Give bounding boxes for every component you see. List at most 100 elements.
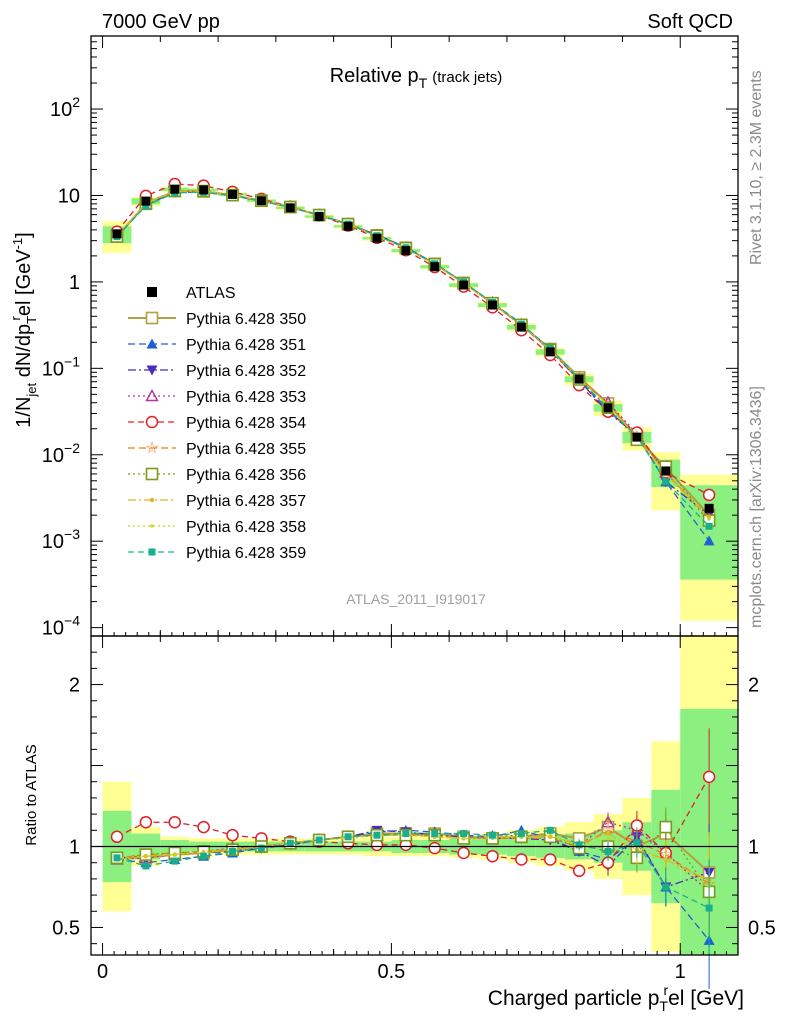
legend-label: Pythia 6.428 356 <box>186 467 306 484</box>
series-marker-ratio <box>139 815 153 829</box>
series-marker-ratio <box>633 839 641 847</box>
series-marker-ratio <box>457 846 470 860</box>
series-marker-ratio <box>575 841 583 849</box>
series-marker-top <box>705 522 713 530</box>
legend-item: Pythia 6.428 351 <box>128 337 306 354</box>
data-point <box>401 246 411 256</box>
x-tick-label: 0.5 <box>377 961 405 983</box>
y-tick-label-top: 102 <box>50 94 80 121</box>
y-tick-label-top: 10−1 <box>42 353 80 380</box>
legend-label: Pythia 6.428 357 <box>186 493 306 510</box>
series-marker-ratio <box>315 836 323 844</box>
series-marker-top <box>703 535 715 546</box>
series-marker-ratio <box>662 883 670 891</box>
series-marker-ratio <box>659 820 673 834</box>
legend-label: Pythia 6.428 351 <box>186 337 306 354</box>
data-point <box>256 196 266 206</box>
y-tick-label-top: 1 <box>69 272 80 294</box>
series-marker-ratio <box>113 854 121 862</box>
legend-item: Pythia 6.428 356 <box>128 467 306 484</box>
legend-marker <box>146 338 158 349</box>
legend-marker <box>148 548 156 556</box>
legend-item: Pythia 6.428 353 <box>128 389 306 406</box>
legend-label: Pythia 6.428 352 <box>186 363 306 380</box>
series-marker-ratio <box>373 831 381 839</box>
series-marker-ratio <box>460 830 468 838</box>
axis-ticks: 0 0.5 1 10−4 10−3 10−2 10−1 1 10 102 0.5 0.5 1 1 2 2 <box>42 35 776 983</box>
series-marker-ratio <box>344 833 352 841</box>
data-point <box>487 300 497 310</box>
data-point <box>228 189 238 199</box>
legend-marker <box>145 311 159 325</box>
legend-marker <box>145 389 159 402</box>
legend-marker <box>146 365 158 376</box>
legend-label: Pythia 6.428 354 <box>186 415 306 432</box>
x-axis-label: Charged particle pTrel [GeV] <box>488 982 744 1014</box>
legend-item: Pythia 6.428 350 <box>128 311 306 328</box>
legend-marker <box>145 467 159 481</box>
series-marker-ratio <box>604 847 612 855</box>
rivet-label: Rivet 3.1.10, ≥ 2.3M events <box>748 70 765 265</box>
series-line-ratio <box>116 834 710 888</box>
series-marker-ratio <box>142 862 150 870</box>
legend-label: Pythia 6.428 350 <box>186 311 306 328</box>
y-tick-label-ratio-right: 1 <box>748 837 759 859</box>
series-marker-ratio <box>705 904 713 912</box>
series-marker-top <box>707 517 711 521</box>
series-marker-ratio <box>488 831 496 839</box>
data-point <box>112 229 122 239</box>
y-tick-label-ratio: 2 <box>69 675 80 697</box>
legend-label: Pythia 6.428 353 <box>186 389 306 406</box>
series-marker-ratio <box>428 841 441 855</box>
series-marker-ratio <box>546 826 554 834</box>
legend-item: Pythia 6.428 352 <box>128 363 306 380</box>
y-tick-label-ratio-right: 2 <box>748 675 759 697</box>
legend-label: Pythia 6.428 358 <box>186 519 306 536</box>
series-marker-ratio <box>402 830 410 838</box>
y-tick-label-ratio: 1 <box>69 837 80 859</box>
series-marker-ratio <box>202 849 206 853</box>
data-point <box>199 185 209 195</box>
data-point <box>170 184 180 194</box>
data-point <box>545 347 555 357</box>
series-marker-ratio <box>572 864 586 878</box>
series-marker-ratio <box>702 770 716 784</box>
series-marker-ratio <box>144 854 148 858</box>
data-point <box>603 403 613 413</box>
data-point <box>661 466 671 476</box>
data-point <box>632 432 642 442</box>
y-tick-label-top: 10−3 <box>42 526 80 553</box>
legend-item-data: ATLAS <box>147 285 236 302</box>
y-tick-label-ratio: 0.5 <box>52 917 80 939</box>
series-marker-ratio <box>606 836 610 841</box>
legend: ATLAS Pythia 6.428 350 Pythia 6.428 351 Pyt… <box>128 285 306 562</box>
series-marker-ratio <box>110 830 124 844</box>
header-right: Soft QCD <box>647 11 733 33</box>
legend-label: Pythia 6.428 355 <box>186 441 306 458</box>
series-marker-ratio <box>664 857 668 862</box>
x-tick-label: 1 <box>675 961 686 983</box>
series-marker-ratio <box>517 830 525 838</box>
data-point <box>314 212 324 222</box>
mcplots-label: mcplots.cern.ch [arXiv:1306.3436] <box>748 386 765 628</box>
series-marker-top <box>702 488 716 502</box>
series-marker-top <box>662 478 670 486</box>
series-marker-ratio <box>257 844 265 852</box>
chart-title: Relative pT (track jets) <box>330 65 503 91</box>
header-left: 7000 GeV pp <box>102 11 220 33</box>
legend-marker: ☆ <box>145 438 159 457</box>
data-point <box>372 233 382 243</box>
data-point <box>285 203 295 213</box>
series-marker-ratio <box>173 853 177 857</box>
data-point <box>704 503 714 513</box>
series-marker-ratio <box>197 820 210 834</box>
series-marker-ratio <box>229 847 237 855</box>
x-tick-label: 0 <box>97 961 108 983</box>
y-axis-label: 1/Njet dN/dpTrel [GeV-1] <box>8 232 39 427</box>
series-marker-ratio <box>226 828 239 842</box>
legend-label-data: ATLAS <box>186 285 236 302</box>
y-tick-label-ratio-right: 0.5 <box>748 917 776 939</box>
y-tick-label-top: 10−2 <box>42 440 80 467</box>
ratio-axis-label: Ratio to ATLAS <box>23 744 40 845</box>
series-marker-ratio <box>486 849 499 863</box>
